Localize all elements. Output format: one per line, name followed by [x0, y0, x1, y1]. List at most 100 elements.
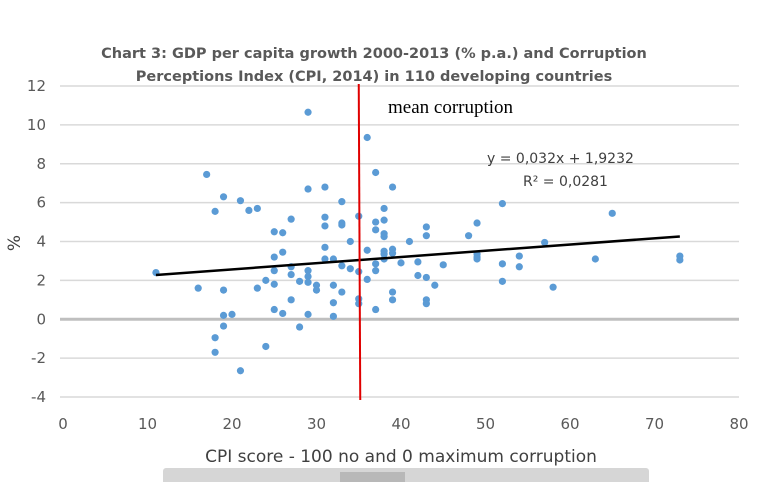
- data-point: [287, 215, 295, 223]
- mean-corruption-label: mean corruption: [388, 97, 514, 118]
- y-tick-label: -2: [31, 349, 46, 367]
- data-point: [388, 183, 397, 191]
- data-point: [236, 367, 245, 375]
- data-point: [388, 288, 397, 296]
- data-point: [549, 283, 557, 291]
- data-point: [296, 323, 304, 331]
- data-point: [363, 275, 371, 284]
- data-point: [380, 216, 388, 224]
- data-point: [211, 348, 219, 356]
- y-axis-label: %: [5, 235, 25, 251]
- data-point: [304, 272, 312, 281]
- data-point: [372, 168, 380, 177]
- data-point: [422, 273, 430, 282]
- data-point: [279, 248, 287, 256]
- data-point: [363, 246, 371, 254]
- data-point: [405, 237, 414, 246]
- data-point: [287, 296, 295, 304]
- data-point: [312, 286, 321, 294]
- chart-title-line-1: Chart 3: GDP per capita growth 2000-2013…: [101, 46, 647, 62]
- x-tick-label: 30: [307, 415, 326, 433]
- data-point: [422, 300, 430, 308]
- data-point: [279, 229, 287, 237]
- data-point: [245, 206, 253, 214]
- data-point: [422, 232, 430, 240]
- data-point: [346, 237, 354, 246]
- data-point: [380, 204, 388, 213]
- data-point: [304, 278, 312, 286]
- trend-equation: y = 0,032x + 1,9232: [487, 151, 634, 167]
- data-point: [228, 310, 236, 318]
- data-point: [219, 193, 228, 201]
- scrollbar-thumb[interactable]: [340, 472, 405, 482]
- data-point: [262, 342, 270, 351]
- data-point: [473, 255, 481, 263]
- mean-corruption-line: [357, 83, 362, 401]
- data-point: [498, 199, 506, 208]
- data-point: [473, 219, 481, 227]
- x-tick-label: 20: [222, 415, 241, 433]
- data-point: [355, 300, 363, 308]
- data-point: [388, 296, 397, 304]
- data-point: [321, 222, 329, 230]
- data-point: [414, 258, 422, 266]
- data-point: [608, 209, 616, 217]
- data-point: [329, 281, 337, 289]
- data-point: [296, 277, 304, 285]
- data-point: [304, 108, 312, 116]
- x-axis-label: CPI score - 100 no and 0 maximum corrupt…: [205, 447, 597, 467]
- r-squared: R² = 0,0281: [523, 174, 608, 190]
- x-tick-label: 80: [729, 415, 748, 433]
- data-point: [465, 232, 473, 240]
- data-point: [304, 267, 312, 275]
- data-point: [219, 311, 228, 319]
- data-point: [414, 271, 422, 280]
- data-point: [422, 223, 430, 231]
- data-point: [676, 256, 684, 264]
- data-point: [541, 238, 549, 247]
- gridlines: [60, 85, 739, 398]
- data-points: [152, 108, 684, 375]
- data-point: [498, 260, 506, 268]
- data-point: [329, 299, 337, 307]
- data-point: [219, 286, 228, 294]
- data-point: [372, 267, 380, 275]
- data-point: [287, 270, 295, 279]
- data-point: [515, 252, 523, 260]
- x-tick-label: 10: [138, 415, 157, 433]
- bottom-scrollbar[interactable]: [163, 468, 649, 482]
- data-point: [253, 204, 261, 213]
- data-point: [253, 284, 261, 292]
- data-point: [270, 305, 278, 314]
- data-point: [211, 207, 219, 215]
- data-point: [279, 309, 287, 318]
- data-point: [439, 261, 447, 269]
- data-point: [346, 265, 354, 273]
- data-point: [211, 334, 219, 342]
- data-point: [203, 170, 211, 179]
- x-tick-label: 0: [58, 415, 68, 433]
- data-point: [262, 276, 270, 284]
- data-point: [591, 255, 599, 263]
- data-point: [515, 263, 523, 271]
- y-tick-label: 12: [27, 77, 46, 95]
- data-point: [321, 213, 329, 221]
- data-point: [270, 253, 278, 261]
- y-tick-label: 8: [36, 155, 46, 173]
- data-point: [321, 243, 329, 251]
- data-point: [270, 228, 278, 236]
- data-point: [219, 322, 228, 330]
- data-point: [270, 267, 278, 275]
- y-tick-label: 0: [36, 310, 46, 328]
- data-point: [372, 260, 380, 268]
- data-point: [380, 233, 388, 241]
- y-tick-label: -4: [31, 388, 46, 406]
- data-point: [304, 310, 312, 318]
- x-tick-labels: 0 10 20 30 40 50 60 70 80: [58, 415, 748, 433]
- data-point: [321, 183, 329, 191]
- chart-title-line-2: Perceptions Index (CPI, 2014) in 110 dev…: [136, 69, 612, 85]
- data-point: [372, 305, 380, 314]
- trendline: [155, 235, 680, 277]
- data-point: [372, 218, 380, 226]
